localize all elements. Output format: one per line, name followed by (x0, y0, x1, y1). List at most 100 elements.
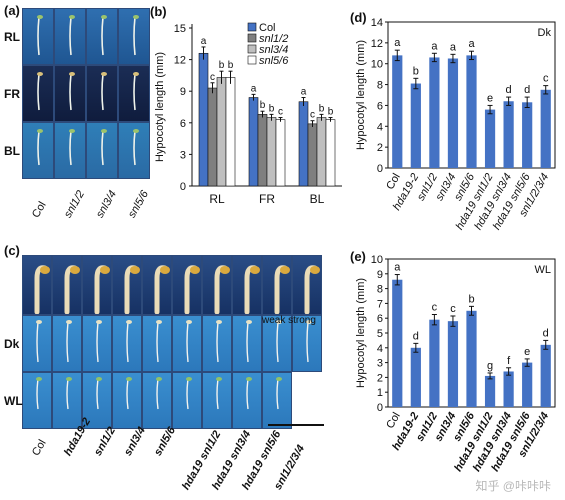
significance-letter: b (228, 60, 234, 71)
y-tick-label: 7 (377, 298, 383, 310)
apical-hook (124, 265, 138, 314)
significance-letter: c (210, 72, 215, 83)
condition-label: WL (535, 264, 552, 276)
significance-letter: b (319, 103, 325, 114)
row-label: BL (4, 144, 20, 158)
y-tick-label: 1 (377, 387, 383, 399)
hook-closeup-photo (22, 255, 52, 315)
apical-hook (184, 265, 198, 314)
seedling-cotyledon (36, 320, 42, 324)
significance-letter: e (487, 92, 493, 104)
significance-letter: a (468, 38, 475, 50)
seedling-stem (101, 16, 104, 56)
y-tick-label: 14 (371, 17, 383, 29)
significance-letter: b (260, 100, 266, 111)
y-tick-label: 15 (174, 23, 186, 35)
row-label: RL (4, 30, 20, 44)
cotyledon (160, 266, 170, 274)
seedling-stem (186, 378, 189, 410)
weak-strong-note: weak strong (262, 315, 316, 326)
apical-hook (94, 265, 108, 314)
seedling-cotyledon (101, 72, 107, 76)
seedling-stem (126, 378, 129, 410)
y-tick-label: 8 (377, 284, 383, 296)
seedling-photo (22, 65, 54, 122)
seedling-stem (69, 130, 72, 166)
seedling-stem (69, 73, 72, 111)
bar (484, 109, 496, 168)
x-tick-label: BL (310, 192, 325, 206)
apical-hook (304, 265, 318, 314)
row-label: Dk (4, 337, 20, 351)
y-tick-label: 3 (180, 149, 186, 161)
seedling-photo (86, 8, 118, 65)
seedling-cotyledon (133, 72, 139, 76)
bar (522, 362, 533, 407)
y-tick-label: 2 (377, 372, 383, 384)
significance-letter: a (251, 83, 257, 94)
seedling-cotyledon (37, 72, 43, 76)
legend-label: snl5/6 (259, 55, 289, 67)
bar (316, 117, 327, 187)
seedling-photo (22, 315, 52, 372)
bar (447, 58, 459, 168)
col-label: snl3/4 (94, 188, 120, 220)
x-tick-label: FR (259, 192, 275, 206)
seedling-stem (246, 321, 249, 363)
seedling-photo (22, 372, 52, 429)
seedling-cotyledon (69, 129, 75, 133)
seedling-photo (54, 122, 86, 179)
cotyledon (280, 266, 290, 274)
seedling-cotyledon (216, 320, 222, 324)
y-axis-label: Hypocotyl length (mm) (355, 278, 367, 388)
bar (248, 97, 259, 187)
significance-letter: d (413, 330, 419, 342)
hook-closeup-photo (52, 255, 82, 315)
significance-letter: e (524, 346, 530, 358)
seedling-photo (118, 122, 150, 179)
watermark: 知乎 @咔咔咔 (475, 479, 551, 493)
y-tick-label: 2 (377, 142, 383, 154)
legend-label: snl1/2 (259, 33, 288, 45)
y-tick-label: 12 (371, 38, 383, 50)
apical-hook (34, 265, 48, 314)
legend-swatch (247, 33, 257, 43)
significance-letter: f (507, 355, 511, 367)
panel-a-photo-grid (22, 8, 150, 180)
bar (410, 347, 421, 407)
seedling-stem (96, 378, 99, 410)
bar (198, 52, 209, 187)
cotyledon (310, 266, 320, 274)
seedling-stem (216, 321, 219, 363)
x-tick-label: RL (209, 192, 225, 206)
significance-letter: a (431, 40, 438, 52)
seedling-photo (292, 315, 322, 372)
significance-letter: a (394, 37, 401, 49)
seedling-photo (172, 372, 202, 429)
y-tick-label: 0 (377, 402, 383, 414)
significance-letter: a (394, 262, 401, 274)
seedling-stem (37, 73, 40, 111)
bar (275, 119, 286, 187)
seedling-cotyledon (37, 129, 43, 133)
seedling-cotyledon (66, 320, 72, 324)
seedling-cotyledon (186, 320, 192, 324)
seedling-stem (186, 321, 189, 363)
seedling-photo (86, 65, 118, 122)
significance-letter: d (506, 84, 512, 96)
significance-letter: a (301, 87, 307, 98)
cotyledon (220, 266, 230, 274)
seedling-cotyledon (276, 320, 282, 324)
seedling-stem (246, 378, 249, 410)
seedling-photo (142, 372, 172, 429)
seedling-stem (66, 378, 69, 410)
col-label: snl5/6 (126, 188, 152, 220)
seedling-cotyledon (133, 15, 139, 19)
significance-letter: c (432, 302, 438, 314)
seedling-stem (101, 73, 104, 111)
seedling-cotyledon (156, 377, 162, 381)
hook-closeup-photo (142, 255, 172, 315)
seedling-cotyledon (246, 320, 252, 324)
